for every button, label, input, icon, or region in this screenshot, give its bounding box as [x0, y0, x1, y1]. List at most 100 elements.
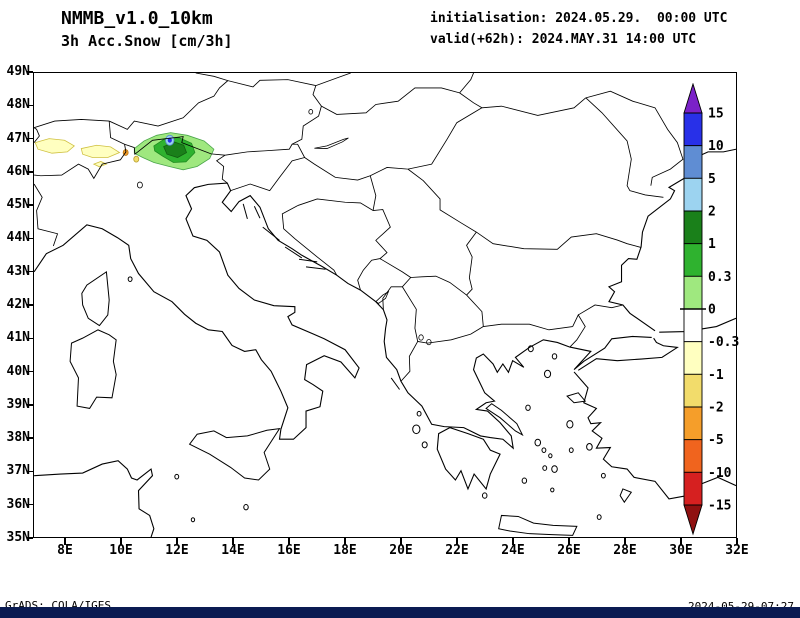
island-zakynthos — [422, 442, 427, 448]
colorbar-tick-label: -5 — [708, 433, 724, 448]
lon-tick — [736, 538, 738, 545]
island-samothrace — [552, 354, 556, 359]
coastline-group — [34, 149, 736, 537]
border-france-italy — [34, 184, 57, 246]
lat-tick — [27, 104, 33, 107]
border-hungary-romania — [408, 93, 482, 169]
lon-tick — [512, 538, 514, 545]
lat-tick — [27, 137, 33, 140]
border-macedonia-albania — [402, 287, 427, 343]
lon-tick — [288, 538, 290, 545]
lat-axis-label: 40N — [6, 363, 30, 379]
border-macedonia-greece — [427, 327, 483, 344]
colorbar-segment — [684, 178, 702, 211]
border-bulgaria-turkey — [578, 305, 623, 315]
colorbar-tick-label: 2 — [708, 205, 716, 220]
border-albania-greece — [401, 341, 418, 381]
island-kythira — [482, 493, 486, 498]
island-lefkada — [417, 411, 421, 416]
lon-tick — [232, 538, 234, 545]
border-macedonia-bulgaria — [467, 295, 484, 326]
island-malta — [244, 505, 248, 510]
island-brac — [299, 259, 317, 262]
border-slovenia-croatia — [231, 144, 305, 190]
map-frame — [33, 72, 737, 538]
field-title: 3h Acc.Snow [cm/3h] — [61, 32, 233, 50]
lat-tick — [27, 71, 33, 73]
snow-trace-patch — [81, 145, 119, 157]
lon-tick — [568, 538, 570, 545]
lon-axis-label: 16E — [277, 543, 301, 558]
colorbar-tick-label: 5 — [708, 172, 716, 187]
model-title: NMMB_v1.0_10km — [61, 8, 213, 29]
island-rhodes — [620, 489, 631, 502]
lat-axis-label: 38N — [6, 430, 30, 446]
border-group — [34, 73, 683, 381]
island-corsica — [82, 272, 109, 326]
init-time: initialisation: 2024.05.29. 00:00 UTC — [430, 11, 728, 26]
lon-axis-label: 10E — [109, 543, 133, 558]
island-ikaria — [569, 448, 573, 453]
colorbar-segment — [684, 244, 702, 277]
lon-tick — [624, 538, 626, 545]
lat-axis-label: 35N — [6, 530, 30, 545]
island-karpathos — [597, 515, 601, 520]
border-romania-ukraine — [482, 98, 586, 116]
snow-trace-patch — [94, 161, 107, 166]
island-tinos — [542, 448, 546, 453]
colorbar-segment — [684, 113, 702, 146]
snow-shading-group — [35, 133, 214, 170]
border-croatia-bosnia-north — [298, 199, 373, 211]
lat-axis-label: 44N — [6, 230, 30, 246]
lon-tick — [120, 538, 122, 545]
lon-tick — [176, 538, 178, 545]
border-serbia-romania — [408, 169, 476, 232]
border-greece-bulgaria — [483, 324, 572, 330]
colorbar-tick-label: 10 — [708, 139, 724, 154]
colorbar-tick-label: -10 — [708, 466, 732, 481]
lon-axis-label: 24E — [501, 543, 525, 558]
colorbar-segment — [684, 342, 702, 375]
lon-axis-label: 8E — [57, 543, 73, 558]
colorbar-arrow-bottom — [684, 505, 702, 534]
map-canvas — [34, 73, 736, 537]
border-swiss-austria — [109, 121, 124, 144]
lat-tick — [27, 404, 33, 406]
lake-ohrid — [419, 335, 423, 340]
colorbar-segment — [684, 374, 702, 407]
border-montenegro-kosovo-albania — [380, 259, 411, 310]
lat-tick — [27, 237, 33, 240]
island-pag — [263, 227, 280, 240]
border-croatia-serbia — [370, 176, 376, 211]
colorbar-segment — [684, 276, 702, 309]
border-bosnia-serbia-montenegro — [358, 210, 391, 291]
lon-tick — [344, 538, 346, 545]
lat-tick — [27, 204, 33, 206]
island-corfu — [391, 378, 399, 390]
snow-spot — [134, 156, 139, 162]
lat-axis-label: 45N — [6, 197, 30, 213]
lat-tick — [27, 337, 33, 340]
lon-tick — [64, 538, 66, 545]
lon-axis-label: 14E — [221, 543, 245, 558]
lon-axis-label: 12E — [165, 543, 189, 558]
colorbar-segment — [684, 211, 702, 244]
lon-axis-label: 20E — [389, 543, 413, 558]
colorbar-segment — [684, 407, 702, 440]
island-chios — [567, 421, 573, 428]
valid-time: valid(+62h): 2024.MAY.31 14:00 UTC — [430, 32, 697, 47]
island-hvar — [306, 267, 326, 269]
island-kefalonia — [413, 425, 420, 434]
lat-axis-label: 49N — [6, 64, 30, 79]
lon-tick — [456, 538, 458, 545]
island-pantelleria — [175, 474, 179, 479]
lake-scutari — [376, 292, 389, 304]
border-moldova-ukraine — [586, 91, 683, 185]
colorbar-legend: 15 10 5 2 1 0.3 0 -0.3 -1 -2 -5 -10 -15 — [680, 83, 744, 541]
colorbar-segment — [684, 309, 702, 342]
window-bottom-bar — [0, 607, 800, 618]
island-limnos — [544, 370, 550, 377]
lon-axis-label: 22E — [445, 543, 469, 558]
coastline-peloponnese — [437, 428, 500, 489]
